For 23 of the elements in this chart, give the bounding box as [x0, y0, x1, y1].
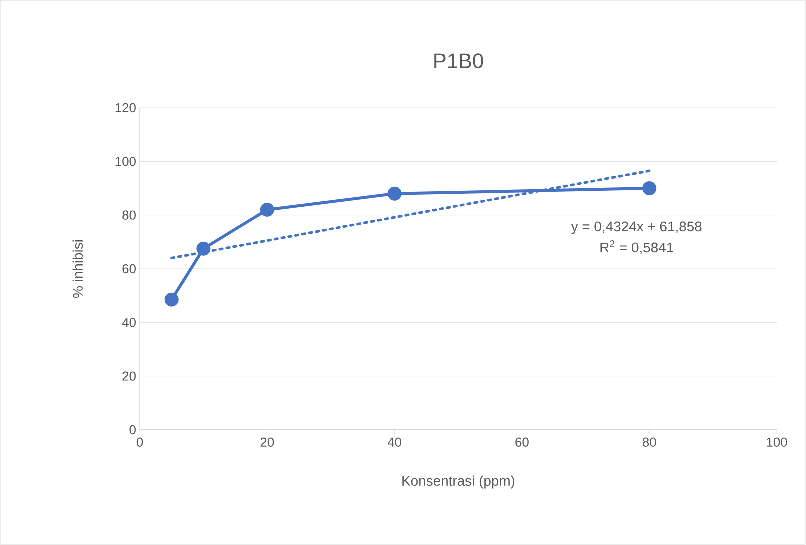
- chart-title: P1B0: [434, 54, 484, 68]
- point: [642, 181, 657, 196]
- x-tick-label: 100: [767, 438, 788, 447]
- x-tick-label: 60: [516, 438, 529, 447]
- annotation: y = 0,4324x + 61,858: [571, 222, 702, 234]
- point: [164, 292, 179, 307]
- x-tick-label: 0: [136, 438, 144, 447]
- x-tick-label: 40: [388, 438, 402, 447]
- x-axis-title: Konsentrasi (ppm): [402, 476, 515, 489]
- y-axis-title: % inhibisi: [72, 240, 84, 298]
- y-tick-label: 0: [130, 425, 136, 435]
- y-tick-label: 20: [122, 372, 136, 381]
- y-tick-label: 60: [122, 264, 136, 274]
- y-tick-label: 100: [116, 157, 136, 166]
- y-tick-label: 120: [116, 103, 136, 113]
- x-tick-label: 20: [260, 438, 274, 447]
- y-tick-label: 80: [122, 210, 136, 220]
- point: [196, 242, 211, 256]
- x-tick-label: 80: [642, 438, 656, 447]
- point: [260, 202, 274, 217]
- point: [388, 186, 402, 201]
- y-tick-label: 40: [122, 318, 136, 328]
- annotation: R$^{2}$ = 0,5841: [600, 240, 674, 254]
